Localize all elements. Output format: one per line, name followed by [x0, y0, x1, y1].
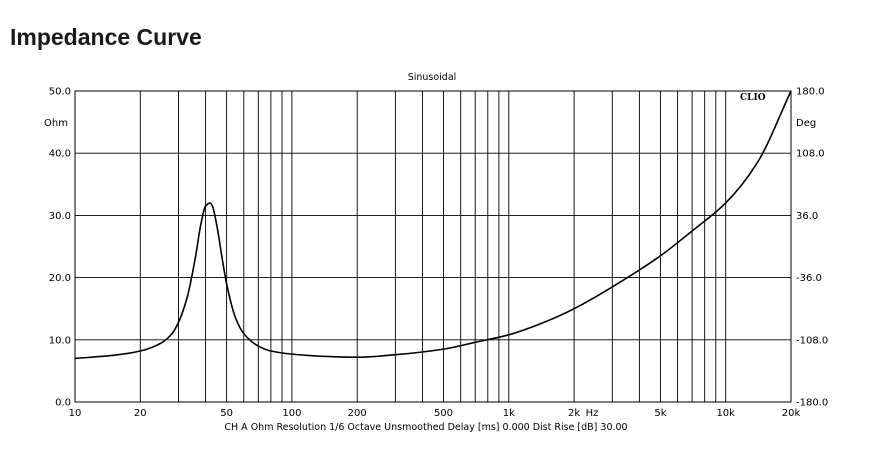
- x-tick-labels: 10 20 50 100 200 500 1k 2k 5k 10k 20k: [69, 408, 801, 419]
- page-title: Impedance Curve: [10, 24, 202, 50]
- y-right-tick-label: -108.0: [796, 335, 828, 346]
- chart-footer: CH A Ohm Resolution 1/6 Octave Unsmoothe…: [224, 422, 627, 433]
- x-unit-label: Hz: [586, 408, 599, 419]
- y-left-tick-label: 10.0: [49, 335, 71, 346]
- y-right-tick-label: 180.0: [796, 87, 825, 98]
- x-tick-label: 5k: [654, 408, 666, 419]
- y-right-tick-label: 36.0: [796, 211, 818, 222]
- x-tick-label: 200: [348, 408, 367, 419]
- y-left-tick-labels: 0.0 10.0 20.0 30.0 40.0 50.0: [49, 87, 71, 409]
- x-tick-label: 10: [69, 408, 82, 419]
- x-tick-label: 20k: [782, 408, 801, 419]
- x-tick-label: 500: [434, 408, 453, 419]
- y-right-unit: Deg: [796, 118, 816, 129]
- x-tick-label: 1k: [503, 408, 515, 419]
- chart-title: Sinusoidal: [408, 72, 457, 83]
- y-right-tick-labels: -180.0 -108.0 -36.0 36.0 108.0 180.0: [796, 87, 828, 409]
- x-tick-label: 20: [134, 408, 147, 419]
- x-tick-label: 2k: [568, 408, 580, 419]
- plot-frame: [74, 90, 792, 403]
- y-right-tick-label: -36.0: [796, 273, 822, 284]
- x-tick-label: 50: [220, 408, 233, 419]
- y-right-tick-label: -180.0: [796, 398, 828, 409]
- y-left-tick-label: 30.0: [49, 211, 71, 222]
- y-left-tick-label: 40.0: [49, 149, 71, 160]
- grid: [75, 91, 791, 402]
- y-right-tick-label: 108.0: [796, 149, 825, 160]
- impedance-series-line: [74, 90, 792, 360]
- x-tick-label: 100: [282, 408, 301, 419]
- y-left-unit: Ohm: [44, 118, 68, 129]
- y-left-tick-label: 50.0: [49, 87, 71, 98]
- clio-logo: CLIO: [740, 93, 766, 103]
- x-tick-label: 10k: [716, 408, 735, 419]
- y-left-tick-label: 20.0: [49, 273, 71, 284]
- y-left-tick-label: 0.0: [55, 398, 71, 409]
